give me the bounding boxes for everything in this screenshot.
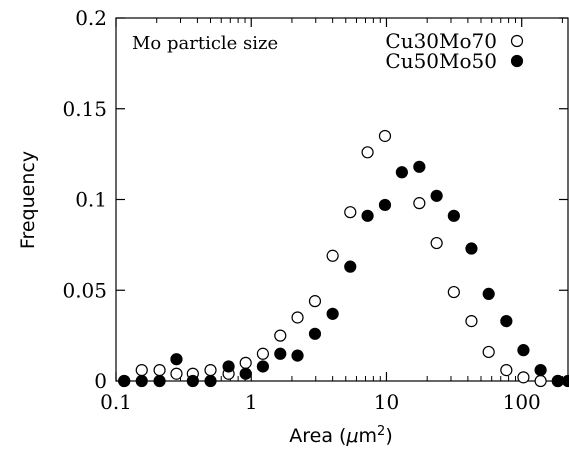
data-point-cu30mo70	[413, 197, 426, 210]
data-point-cu30mo70	[482, 345, 495, 359]
data-point-cu30mo70	[430, 236, 443, 250]
data-point-cu50mo50	[239, 367, 252, 380]
axis-ticks	[115, 17, 568, 382]
data-point-cu50mo50	[135, 374, 148, 388]
legend: Cu30Mo70 Cu50Mo50	[385, 29, 524, 73]
data-point-cu30mo70	[517, 371, 530, 384]
data-point-cu50mo50	[395, 166, 408, 179]
data-point-cu50mo50	[465, 242, 478, 255]
data-point-cu50mo50	[551, 374, 564, 388]
data-point-cu30mo70	[291, 311, 304, 324]
data-point-cu50mo50	[482, 287, 495, 300]
legend-marker-cu30mo70	[510, 34, 524, 48]
legend-label-cu50mo50: Cu50Mo50	[385, 49, 497, 73]
data-point-cu50mo50	[413, 160, 426, 173]
data-point-cu50mo50	[118, 374, 131, 388]
data-point-cu30mo70	[239, 356, 252, 369]
data-point-cu30mo70	[274, 329, 287, 342]
data-point-cu50mo50	[534, 364, 547, 377]
data-point-cu50mo50	[170, 353, 183, 366]
data-point-cu50mo50	[344, 260, 357, 273]
data-point-cu30mo70	[465, 315, 478, 328]
y-tick-label: 0.1	[75, 188, 107, 212]
legend-marker-cu50mo50	[510, 54, 524, 68]
data-point-cu50mo50	[447, 209, 460, 222]
data-point-cu50mo50	[500, 315, 513, 328]
data-point-cu50mo50	[291, 349, 304, 362]
data-point-cu30mo70	[204, 364, 217, 377]
y-tick-label: 0.05	[62, 278, 107, 302]
data-point-cu50mo50	[153, 374, 166, 388]
data-point-cu30mo70	[361, 146, 374, 159]
data-point-cu30mo70	[308, 295, 322, 308]
data-point-cu30mo70	[170, 367, 183, 380]
data-points	[118, 129, 569, 388]
data-point-cu50mo50	[561, 374, 569, 388]
data-point-cu30mo70	[447, 285, 460, 299]
data-point-cu30mo70	[500, 364, 513, 377]
data-point-cu50mo50	[222, 360, 235, 373]
data-point-cu50mo50	[430, 189, 443, 202]
data-point-cu30mo70	[153, 364, 166, 377]
y-tick-label: 0.15	[62, 97, 107, 121]
y-tick-label: 0.2	[75, 6, 107, 30]
data-point-cu50mo50	[256, 360, 270, 373]
data-point-cu50mo50	[186, 374, 199, 388]
x-axis-label: Area (μm2)	[289, 424, 393, 448]
x-tick-label: 100	[503, 390, 541, 414]
x-tick-label: 10	[374, 390, 399, 414]
data-point-cu50mo50	[517, 344, 530, 357]
data-point-cu30mo70	[326, 249, 339, 262]
axis-tick-labels: 0 0.05 0.1 0.15 0.2 0.1 1 10 100	[62, 6, 540, 414]
data-point-cu50mo50	[361, 209, 374, 222]
data-point-cu30mo70	[256, 347, 270, 360]
data-point-cu30mo70	[135, 364, 148, 377]
x-tick-label: 1	[245, 390, 258, 414]
chart-annotation: Mo particle size	[132, 33, 278, 54]
legend-label-cu30mo70: Cu30Mo70	[385, 29, 497, 53]
y-axis-label: Frequency	[17, 151, 39, 249]
data-point-cu30mo70	[534, 374, 547, 388]
y-tick-label: 0	[94, 369, 107, 393]
data-point-cu50mo50	[274, 347, 287, 360]
plot-frame	[115, 17, 569, 382]
data-point-cu50mo50	[308, 327, 322, 340]
data-point-cu50mo50	[204, 374, 217, 388]
x-tick-label: 0.1	[100, 390, 132, 414]
data-point-cu50mo50	[378, 198, 392, 212]
data-point-cu50mo50	[326, 307, 339, 320]
data-point-cu30mo70	[378, 129, 392, 143]
data-point-cu30mo70	[344, 206, 357, 219]
